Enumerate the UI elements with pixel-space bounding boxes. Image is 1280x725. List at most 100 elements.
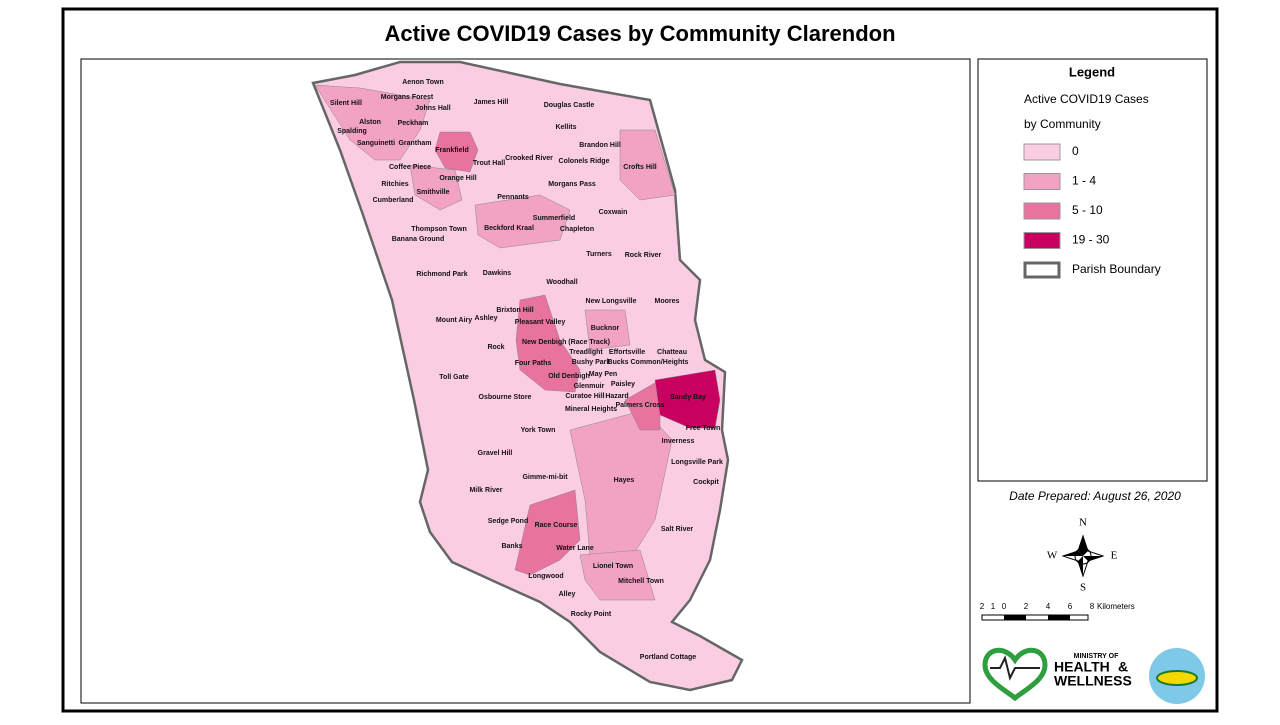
community-label: Salt River [661, 526, 694, 533]
legend-title: Legend [1069, 64, 1115, 79]
title: Active COVID19 Cases by Community Claren… [384, 21, 895, 46]
community-label: Mineral Heights [565, 406, 617, 413]
community-label: Pleasant Valley [515, 319, 566, 326]
community-label: Sedge Pond [488, 518, 528, 525]
community-label: Johns Hall [415, 105, 450, 112]
community-label: Trout Hall [473, 160, 505, 167]
community-label: Paisley [611, 381, 635, 388]
community-label: Smithville [416, 189, 449, 196]
compass-n: N [1079, 517, 1087, 529]
community-label: James Hill [474, 99, 509, 106]
logo-island [1156, 670, 1198, 686]
community-label: Free Town [686, 425, 720, 432]
community-label: Summerfield [533, 215, 575, 222]
compass-needle [1078, 556, 1083, 576]
logo-heart [982, 648, 1048, 702]
community-label: Crofts Hill [623, 164, 657, 171]
community-label: Treadlight [569, 349, 603, 356]
community-label: Frankfield [435, 147, 468, 154]
region-1-4 [619, 129, 676, 201]
community-label: Crooked River [505, 155, 553, 162]
legend-swatch [1023, 143, 1061, 161]
legend-label: 5 - 10 [1072, 203, 1103, 217]
community-label: Rock [487, 344, 504, 351]
community-label: Douglas Castle [544, 102, 595, 109]
scale-tick-label: 1 [991, 602, 996, 611]
community-label: Coffee Piece [389, 164, 431, 171]
community-label: Turners [586, 251, 612, 258]
compass-ring [1074, 547, 1092, 565]
community-label: Rocky Point [571, 611, 612, 618]
community-label: Cockpit [693, 479, 719, 486]
community-labels: Aenon Town Silent Hill Morgans Forest Johns… [330, 79, 723, 661]
region-1-4 [314, 84, 431, 161]
community-label: Richmond Park [416, 271, 467, 278]
scale-tick-label: 4 [1046, 602, 1051, 611]
community-label: Bucks Common/Heights [608, 359, 689, 366]
logo-wellness: WELLNESS [1054, 673, 1132, 689]
community-label: Longsville Park [671, 459, 723, 466]
region-1-4 [409, 164, 463, 211]
legend-line: by Community [1024, 117, 1101, 131]
community-label: Ritchies [381, 181, 408, 188]
community-label: Banks [501, 543, 522, 550]
community-label: Ashley [475, 315, 498, 322]
community-label: York Town [521, 427, 556, 434]
legend-swatch [1023, 202, 1061, 220]
compass-e: E [1111, 550, 1118, 562]
legend-label: Parish Boundary [1072, 262, 1161, 276]
logo-health: HEALTH [1054, 659, 1110, 675]
region-19-30 [654, 369, 721, 429]
community-label: Mount Airy [436, 317, 472, 324]
community-label: Bucknor [591, 325, 620, 332]
legend-label: 1 - 4 [1072, 174, 1096, 188]
community-label: Toll Gate [439, 374, 469, 381]
community-label: Dawkins [483, 270, 512, 277]
community-label: Colonels Ridge [559, 158, 610, 165]
compass-needle [1083, 556, 1103, 561]
community-label: Alston [359, 119, 381, 126]
community-label: Kellits [555, 124, 576, 131]
community-label: Bushy Park [572, 359, 611, 366]
compass-needle [1063, 551, 1083, 556]
legend-label: 0 [1072, 144, 1079, 158]
community-label: Hayes [614, 477, 635, 484]
region-1-4 [579, 549, 656, 601]
ministry-logo: MINISTRY OF HEALTH & WELLNESS [982, 648, 1205, 704]
compass-w: W [1047, 550, 1058, 562]
community-label: Chapleton [560, 226, 594, 233]
legend-line: Active COVID19 Cases [1024, 92, 1149, 106]
legend-box [977, 58, 1208, 482]
community-label: New Denbigh (Race Track) [522, 339, 610, 346]
community-label: Osbourne Store [479, 394, 532, 401]
compass: N S E W [1047, 517, 1118, 594]
community-label: Orange Hill [439, 175, 476, 182]
parish [311, 60, 744, 692]
community-label: Peckham [398, 120, 429, 127]
community-label: Palmers Cross [615, 402, 664, 409]
community-label: Brandon Hill [579, 142, 621, 149]
scale-bar: 2 1 0 2 4 6 8 Kilometers [980, 602, 1135, 621]
community-label: Old Denbigh [548, 373, 590, 380]
community-label: Race Course [535, 522, 578, 529]
community-label: Alley [559, 591, 576, 598]
scale-segment [1048, 615, 1070, 620]
community-label: May Pen [589, 371, 617, 378]
legend-items: 0 1 - 4 5 - 10 19 - 30 Parish Boundary [1023, 143, 1161, 279]
logo-ministry: MINISTRY OF [1074, 653, 1119, 660]
community-label: Effortsville [609, 349, 645, 356]
community-label: Sandy Bay [670, 394, 706, 401]
community-label: Lionel Town [593, 563, 633, 570]
community-label: Silent Hill [330, 100, 362, 107]
community-label: Aenon Town [402, 79, 443, 86]
scale-tick-label: 2 [1024, 602, 1029, 611]
community-label: Water Lane [556, 545, 594, 552]
community-label: Morgans Forest [381, 94, 434, 101]
legend-swatch [1023, 173, 1061, 190]
community-label: Beckford Kraal [484, 225, 534, 232]
community-label: Spalding [337, 128, 367, 135]
compass-s: S [1080, 582, 1086, 594]
logo-pulse [990, 655, 1040, 681]
